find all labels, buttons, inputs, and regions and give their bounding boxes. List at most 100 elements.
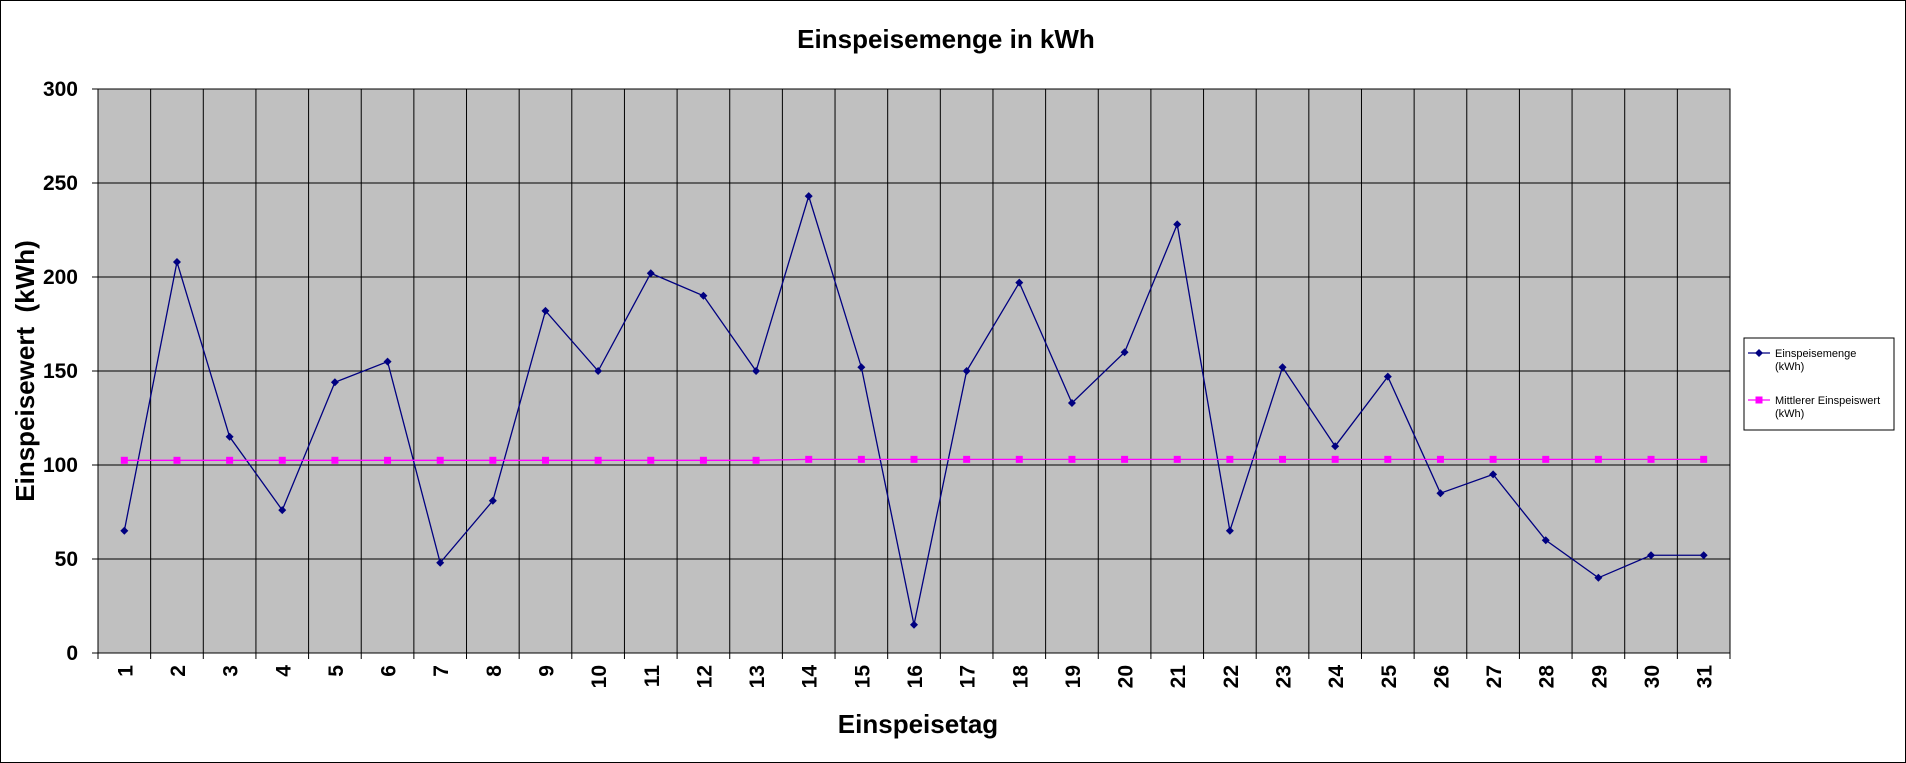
x-axis: 1 2 3 4 5 6 7 8 9 10 11 12 13 14 15 16 17 18 19 20 21 22 23 24 2…: [97, 652, 1731, 689]
series-2-point: [331, 456, 339, 464]
series-1-point: [541, 306, 550, 315]
series-2-point: [120, 456, 128, 464]
series-1-point: [1173, 220, 1182, 229]
series-2-point: [805, 455, 813, 463]
series-1-point: [225, 432, 234, 441]
x-tick-label: 14: [799, 665, 822, 689]
series-1-point: [804, 192, 813, 201]
series-1-point: [752, 367, 761, 375]
x-tick-label: 20: [1115, 665, 1138, 688]
series-1-point: [910, 620, 918, 629]
series-1-point: [646, 269, 655, 278]
series-1-point: [1331, 442, 1340, 451]
series-1-point: [172, 257, 181, 266]
series-2-point: [1489, 455, 1497, 463]
gridlines: [98, 88, 1730, 653]
series-2-point: [1331, 455, 1339, 463]
x-tick-label: 27: [1483, 665, 1506, 688]
x-tick-label: 8: [483, 665, 506, 677]
x-tick-label: 25: [1378, 665, 1401, 689]
series-2-point: [436, 456, 444, 464]
series-1-point: [120, 526, 129, 535]
x-tick-label: 22: [1220, 665, 1243, 688]
series-2-point: [1436, 455, 1444, 463]
x-tick-label: 1: [114, 665, 137, 677]
series-2-point: [752, 456, 760, 464]
series-1-point: [1120, 348, 1129, 357]
series-2-point: [489, 456, 497, 464]
y-tick-label: 200: [43, 266, 78, 289]
x-tick-label: 2: [167, 665, 190, 677]
legend-label-1: Einspeisemenge: [1775, 348, 1856, 360]
series-2-point: [226, 456, 234, 464]
x-axis-title: Einspeisetag: [838, 709, 998, 739]
series-2-point: [857, 455, 865, 463]
series-1-point: [1278, 363, 1287, 372]
series-2-point: [278, 456, 286, 464]
x-tick-label: 29: [1588, 665, 1611, 688]
x-tick-label: 5: [325, 665, 348, 677]
series-1-point: [1436, 489, 1445, 498]
legend-marker-2: [1755, 396, 1763, 404]
x-tick-label: 31: [1694, 665, 1717, 689]
series-2: [120, 455, 1708, 464]
x-tick-label: 11: [641, 665, 664, 688]
series-2-point: [1647, 455, 1655, 463]
x-tick-label: 7: [430, 665, 453, 677]
series-1-point: [1489, 470, 1498, 479]
series-1-point: [330, 378, 339, 387]
series-1-point: [1225, 526, 1234, 535]
y-tick-label: 250: [43, 172, 78, 195]
series-2-point: [173, 456, 181, 464]
series-2-point: [647, 456, 655, 464]
series-1-point: [1647, 551, 1656, 560]
x-tick-label: 18: [1009, 665, 1032, 689]
series-2-point: [594, 456, 602, 464]
series-2-point: [1173, 455, 1181, 463]
series-1-point: [1015, 278, 1024, 287]
series-2-point: [541, 456, 549, 464]
x-tick-label: 28: [1536, 665, 1559, 689]
series-2-point: [910, 455, 918, 463]
series-1-point: [436, 558, 445, 567]
y-tick-label: 150: [43, 360, 78, 383]
x-tick-label: 26: [1430, 665, 1453, 688]
series-2-point: [1542, 455, 1550, 463]
x-tick-label: 19: [1062, 665, 1085, 688]
y-tick-label: 300: [43, 78, 78, 101]
series-1-point: [488, 496, 497, 505]
series-1-point: [1699, 551, 1708, 560]
legend-marker-1: [1755, 349, 1763, 357]
series-1-point: [278, 506, 287, 515]
series-2-point: [1226, 455, 1234, 463]
x-tick-label: 13: [746, 665, 769, 688]
x-tick-label: 12: [693, 665, 716, 688]
x-tick-label: 4: [272, 665, 295, 677]
x-tick-label: 21: [1167, 665, 1190, 689]
y-axis: 0 50 100 150 200 250 300: [43, 78, 99, 665]
series-2-point: [1121, 455, 1129, 463]
legend-label-2: Mittlerer Einspeiswert: [1775, 395, 1880, 407]
legend: Einspeisemenge(kWh) Mittlerer Einspeiswer…: [1743, 337, 1895, 431]
chart-title: Einspeisemenge in kWh: [797, 24, 1095, 54]
series-2-point: [1700, 455, 1708, 463]
x-tick-label: 15: [851, 665, 874, 689]
series-2-point: [384, 456, 392, 464]
x-tick-label: 10: [588, 665, 611, 688]
legend-label-1: (kWh): [1775, 361, 1804, 373]
x-tick-label: 24: [1325, 665, 1348, 689]
x-tick-label: 6: [378, 665, 401, 677]
series-2-point: [1068, 455, 1076, 463]
series-2-point: [1015, 455, 1023, 463]
series-1-point: [594, 367, 603, 375]
y-tick-label: 100: [43, 454, 78, 477]
x-tick-label: 3: [220, 665, 243, 677]
series-2-point: [963, 455, 971, 463]
series-1-point: [857, 363, 866, 372]
series-1-point: [699, 291, 708, 300]
series-layer: [120, 192, 1708, 629]
y-tick-label: 50: [55, 548, 78, 571]
series-1-point: [1594, 573, 1603, 582]
series-2-point: [1594, 455, 1602, 463]
